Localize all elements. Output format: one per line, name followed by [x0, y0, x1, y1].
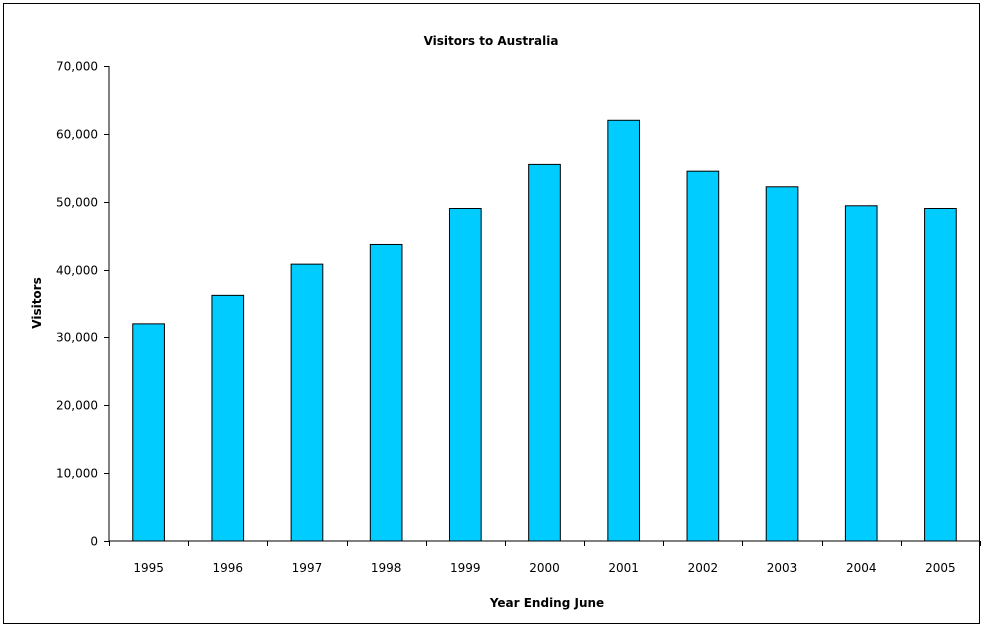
bar-1998 [369, 243, 403, 542]
x-tick-label: 2005 [925, 561, 956, 575]
bar-1997 [290, 263, 324, 542]
bar-2000 [528, 163, 561, 542]
x-tick-label: 1999 [450, 561, 481, 575]
chart-frame [3, 3, 980, 624]
y-tick-label: 10,000 [56, 467, 98, 481]
bar-2001 [607, 119, 641, 542]
x-tick-label: 2002 [688, 561, 719, 575]
chart-title: Visitors to Australia [424, 34, 559, 48]
bar-2005 [924, 208, 957, 542]
bar-1995 [132, 323, 165, 542]
y-tick-label: 30,000 [56, 331, 98, 345]
bar-2002 [686, 170, 720, 542]
bar-2003 [765, 186, 799, 542]
x-tick-label: 1998 [371, 561, 402, 575]
y-tick-label: 40,000 [56, 264, 98, 278]
x-tick-label: 2001 [608, 561, 639, 575]
x-tick-label: 1996 [212, 561, 243, 575]
y-tick-label: 0 [90, 535, 98, 549]
x-tick-label: 2004 [846, 561, 877, 575]
bar-1996 [211, 294, 245, 542]
y-tick-label: 20,000 [56, 399, 98, 413]
x-tick-label: 2003 [767, 561, 798, 575]
y-tick-label: 60,000 [56, 128, 98, 142]
x-tick-label: 1997 [292, 561, 323, 575]
y-tick-label: 50,000 [56, 196, 98, 210]
x-tick-label: 1995 [133, 561, 164, 575]
plot-area: 0 10,000 20,000 30,000 40,000 50,000 60,000 70,… [56, 60, 981, 575]
y-tick-label: 70,000 [56, 60, 98, 74]
y-axis-title: Visitors [30, 277, 44, 329]
bar-2004 [844, 205, 878, 542]
x-tick-label: 2000 [529, 561, 560, 575]
bar-1999 [448, 208, 482, 542]
x-axis-title: Year Ending June [489, 596, 604, 610]
